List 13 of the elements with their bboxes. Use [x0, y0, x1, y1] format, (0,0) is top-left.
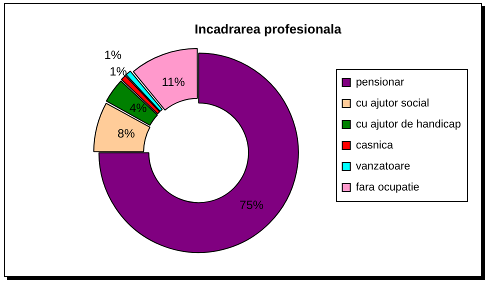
data-label: 75%	[240, 198, 264, 212]
legend-label: cu ajutor social	[356, 98, 430, 110]
legend-label: cu ajutor de handicap	[356, 118, 461, 131]
legend-label: pensionar	[356, 76, 404, 89]
data-label: 11%	[162, 74, 186, 89]
legend-label: fara ocupatie	[356, 182, 420, 194]
data-label: 8%	[118, 126, 136, 141]
chart-title: Incadrarea profesionala	[194, 21, 342, 36]
legend-label: vanzatoare	[356, 160, 410, 173]
data-label: 1%	[110, 64, 128, 79]
legend-label: casnica	[356, 140, 394, 152]
data-label: 1%	[104, 48, 122, 62]
data-label: 4%	[129, 101, 148, 116]
